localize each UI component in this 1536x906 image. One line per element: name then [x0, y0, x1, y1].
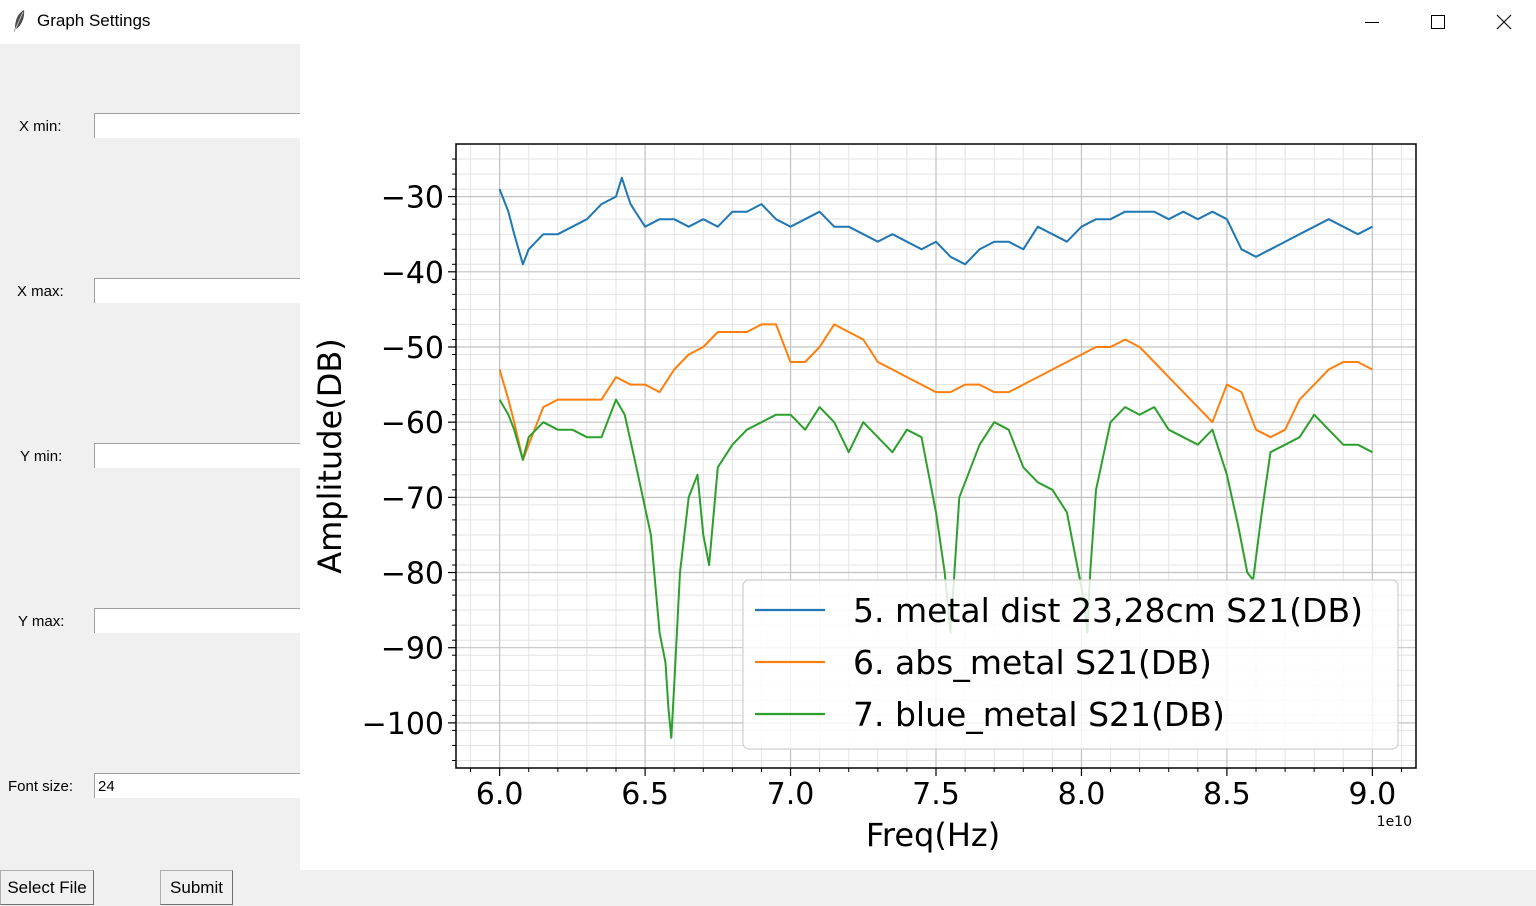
x-max-label: X max: [17, 283, 64, 300]
x-axis-label: Freq(Hz) [866, 816, 1000, 854]
series-line-2 [498, 323, 1373, 461]
y-axis-label: Amplitude(DB) [311, 338, 349, 574]
y-tick-label: −60 [381, 406, 444, 441]
series-line-1 [498, 176, 1373, 266]
y-min-input[interactable] [94, 443, 300, 468]
window-title: Graph Settings [37, 11, 151, 30]
x-tick-label: 8.0 [1058, 777, 1106, 812]
y-tick-label: −90 [381, 632, 444, 667]
x-tick-label: 6.0 [476, 777, 524, 812]
y-tick-label: −100 [362, 707, 444, 742]
maximize-icon [1431, 15, 1445, 29]
x-offset-label: 1e10 [1377, 814, 1412, 830]
font-size-label: Font size: [8, 778, 74, 795]
maximize-button[interactable] [1405, 0, 1471, 44]
legend-entry-1: 5. metal dist 23,28cm S21(DB) [853, 591, 1363, 630]
submit-button[interactable]: Submit [160, 870, 233, 905]
x-tick-label: 7.5 [912, 777, 960, 812]
minimize-button[interactable] [1339, 0, 1405, 44]
font-size-input[interactable] [94, 773, 300, 798]
x-tick-label: 7.0 [767, 777, 815, 812]
select-file-button[interactable]: Select File [0, 870, 94, 905]
y-tick-label: −70 [381, 481, 444, 516]
close-icon [1496, 14, 1512, 30]
amplitude-chart: 6.0 6.5 7.0 7.5 8.0 8.5 9.0 −30 −40 −50 −60 −70 −80 −… [311, 143, 1417, 854]
y-tick-label: −40 [381, 256, 444, 291]
y-max-label: Y max: [18, 613, 65, 630]
y-tick-label: −50 [381, 331, 444, 366]
close-button[interactable] [1471, 0, 1536, 44]
y-min-label: Y min: [20, 448, 63, 465]
button-bar [0, 870, 1536, 906]
x-tick-label: 6.5 [621, 777, 669, 812]
x-max-input[interactable] [94, 278, 300, 303]
y-max-input[interactable] [94, 608, 300, 633]
x-min-label: X min: [19, 118, 62, 135]
legend-box [742, 579, 1399, 750]
title-bar: Graph Settings [0, 0, 1536, 44]
x-tick-label: 9.0 [1349, 777, 1397, 812]
x-min-input[interactable] [94, 113, 300, 138]
y-tick-label: −30 [381, 181, 444, 216]
series-line-3 [498, 398, 1373, 739]
y-tick-label: −80 [381, 557, 444, 592]
legend-entry-2: 6. abs_metal S21(DB) [853, 643, 1212, 682]
feather-icon [14, 10, 25, 32]
plot-canvas: 6.0 6.5 7.0 7.5 8.0 8.5 9.0 −30 −40 −50 −60 −70 −80 −… [300, 44, 1536, 870]
minimize-icon [1365, 22, 1379, 23]
x-tick-label: 8.5 [1203, 777, 1251, 812]
legend-entry-3: 7. blue_metal S21(DB) [853, 695, 1225, 734]
